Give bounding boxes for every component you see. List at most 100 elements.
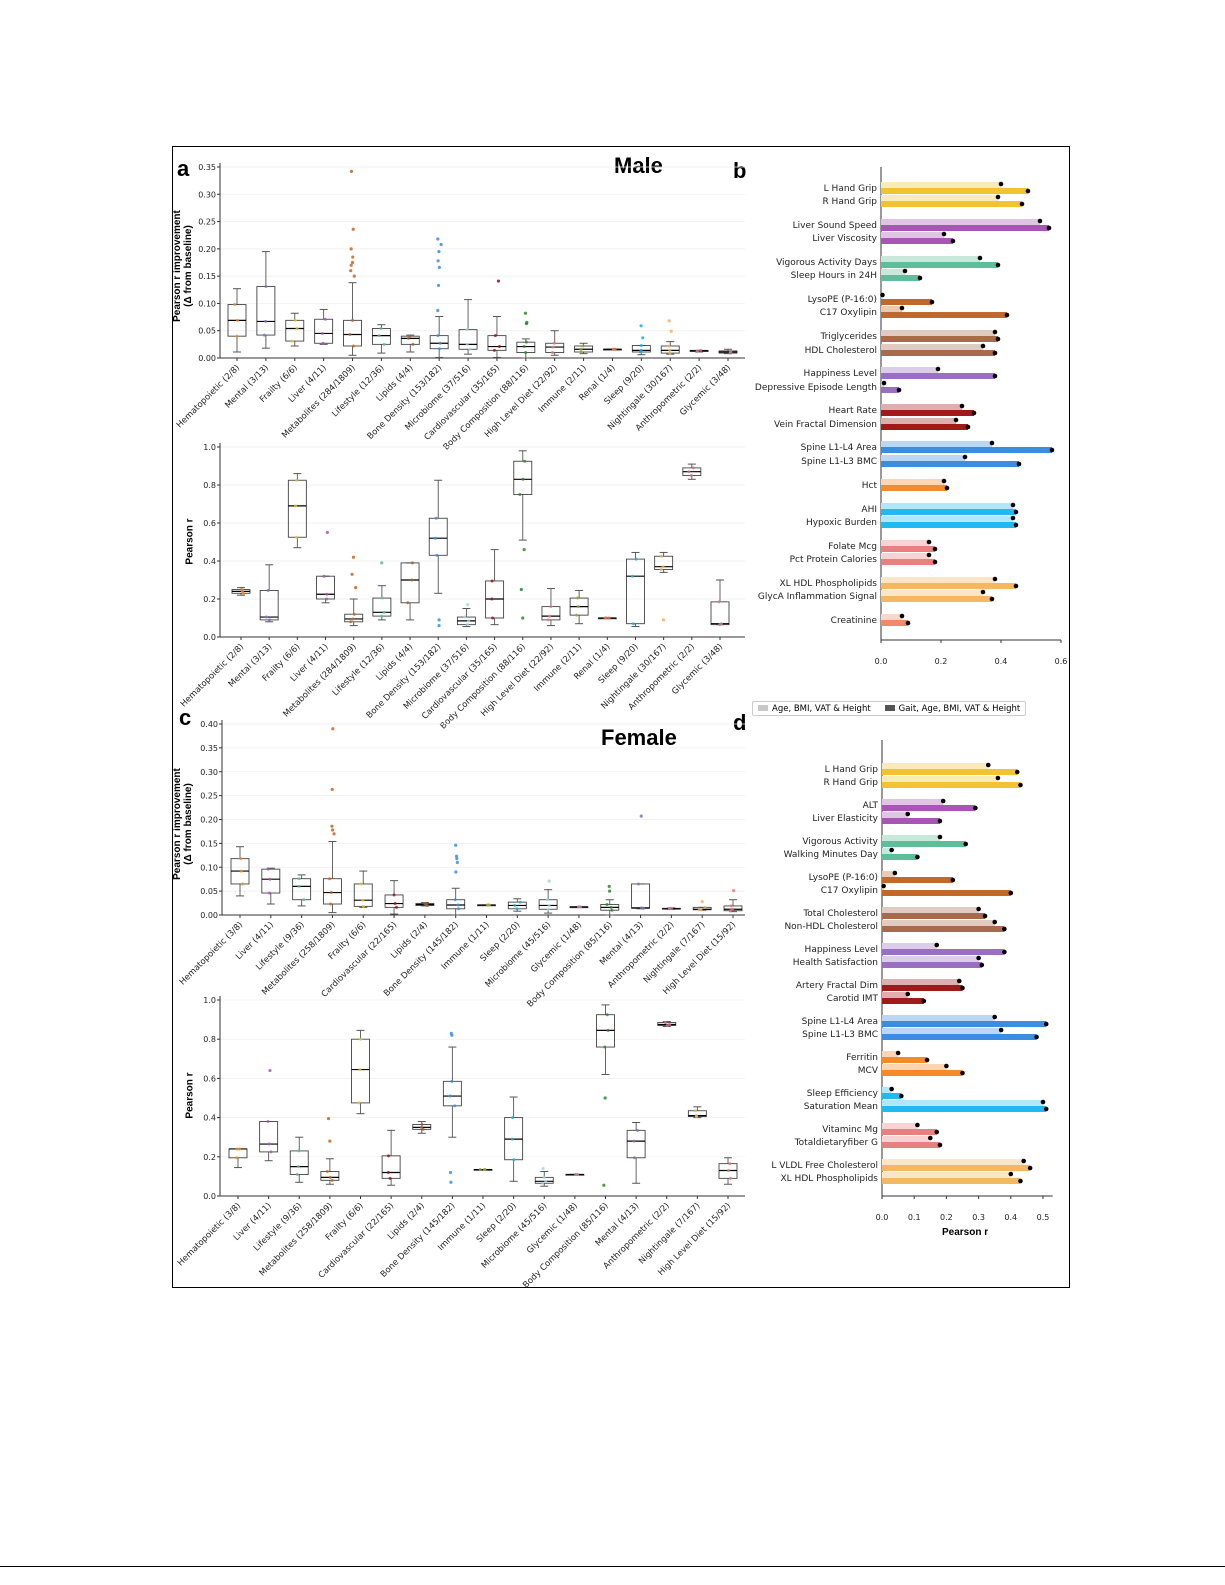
bar-gait bbox=[882, 854, 918, 860]
data-point bbox=[549, 605, 553, 609]
data-point bbox=[524, 351, 528, 355]
bar-gait bbox=[882, 949, 1005, 955]
category-count: (4/4) bbox=[394, 363, 415, 384]
bar-row: Depressive Episode Length bbox=[755, 380, 902, 393]
data-point bbox=[377, 334, 381, 338]
box bbox=[372, 597, 392, 617]
bar-gait bbox=[881, 225, 1049, 231]
bar-label: Walking Minutes Day bbox=[784, 850, 879, 860]
bar-point-gait bbox=[1016, 461, 1022, 467]
bar-point-baseline bbox=[915, 1122, 920, 1128]
outlier-point bbox=[350, 260, 355, 265]
bar-row: C17 Oxylipin bbox=[820, 305, 1010, 318]
bar-gait bbox=[882, 1142, 940, 1148]
y-tick-label: 0.20 bbox=[200, 816, 218, 825]
outlier-point bbox=[522, 548, 526, 552]
bar-row: Pct Protein Calories bbox=[790, 552, 938, 565]
bar-label: LysoPE (P-16:0) bbox=[808, 295, 877, 305]
category-name: Body Composition bbox=[521, 1229, 583, 1291]
data-point bbox=[420, 1122, 424, 1126]
data-point bbox=[717, 600, 721, 604]
panel-label-a: a bbox=[177, 156, 190, 181]
bar-point-gait bbox=[921, 998, 927, 1004]
data-point bbox=[523, 459, 527, 463]
bar-gait bbox=[881, 188, 1028, 194]
outlier-point bbox=[328, 1139, 332, 1143]
category-name: High Level Diet bbox=[483, 387, 536, 440]
y-tick-label: 0.00 bbox=[200, 911, 218, 920]
category-count: (4/13) bbox=[620, 920, 645, 945]
bar-point-baseline bbox=[992, 329, 998, 335]
bar-point-baseline bbox=[926, 552, 932, 558]
bar-point-gait bbox=[950, 877, 956, 883]
bar-point-baseline bbox=[977, 255, 983, 261]
bar-label: Spine L1-L3 BMC bbox=[802, 1030, 878, 1040]
category-count: (6/6) bbox=[278, 363, 299, 384]
outlier-point bbox=[603, 1096, 607, 1100]
bar-point-gait bbox=[1013, 522, 1019, 528]
panel-label-c: c bbox=[179, 705, 192, 730]
outlier-point bbox=[349, 263, 353, 267]
bar-point-baseline bbox=[935, 366, 941, 372]
x-tick-label: 0.6 bbox=[1055, 657, 1068, 666]
category-name: Anthropometric bbox=[627, 658, 681, 712]
bar-gait bbox=[882, 1165, 1031, 1171]
bar-baseline bbox=[881, 330, 995, 336]
bar-row: Vein Fractal Dimension bbox=[774, 417, 971, 430]
category-count: (4/11) bbox=[251, 920, 276, 945]
category-count: (1/11) bbox=[466, 920, 491, 945]
data-point bbox=[510, 1137, 514, 1141]
bar-baseline bbox=[881, 479, 944, 485]
bar-gait bbox=[882, 1106, 1047, 1112]
data-point bbox=[552, 341, 556, 345]
bar-label: Folate Mcg bbox=[828, 542, 877, 552]
bar-point-baseline bbox=[980, 343, 986, 349]
data-point bbox=[268, 877, 272, 881]
y-tick-label: 1.0 bbox=[203, 996, 216, 1005]
data-point bbox=[351, 318, 355, 322]
bar-label: C17 Oxylipin bbox=[821, 886, 878, 896]
box bbox=[428, 517, 448, 556]
legend-swatch-light bbox=[758, 705, 768, 711]
bar-gait bbox=[882, 1021, 1047, 1027]
y-tick-label: 0.05 bbox=[200, 887, 218, 896]
bar-gait bbox=[882, 877, 953, 883]
y-tick-label: 0.15 bbox=[198, 272, 216, 281]
data-point bbox=[515, 907, 519, 911]
bar-point-baseline bbox=[937, 834, 943, 840]
data-point bbox=[419, 1125, 423, 1129]
data-point bbox=[665, 1023, 669, 1027]
x-tick-label: 0.4 bbox=[1004, 1213, 1017, 1222]
bar-label: Carotid IMT bbox=[827, 994, 879, 1004]
bar-baseline bbox=[882, 979, 960, 985]
y-tick-label: 0.8 bbox=[203, 1035, 216, 1044]
data-point bbox=[361, 898, 365, 902]
data-point bbox=[294, 504, 298, 508]
outlier-point bbox=[437, 249, 441, 254]
legend-swatch-dark bbox=[884, 705, 895, 711]
category-count: (9/20) bbox=[615, 642, 640, 667]
data-point bbox=[411, 342, 415, 346]
bar-label: Liver Sound Speed bbox=[793, 221, 877, 231]
category-name: Immune bbox=[440, 940, 472, 972]
bar-point-gait bbox=[934, 1129, 940, 1135]
outlier-point bbox=[547, 879, 551, 883]
bar-point-baseline bbox=[995, 194, 1001, 200]
legend-item-baseline: Age, BMI, VAT & Height bbox=[758, 704, 871, 714]
bar-baseline bbox=[881, 577, 995, 583]
data-point bbox=[699, 348, 703, 352]
bar-baseline bbox=[882, 956, 979, 962]
data-point bbox=[436, 334, 440, 338]
data-point bbox=[386, 1154, 390, 1158]
outlier-point bbox=[602, 1183, 606, 1187]
category-name: Metabolites bbox=[280, 398, 322, 440]
title-male: Male bbox=[614, 153, 663, 178]
legend-label: Age, BMI, VAT & Height bbox=[772, 703, 871, 714]
outlier-point bbox=[454, 854, 459, 858]
outlier-point bbox=[437, 265, 441, 270]
data-point bbox=[478, 1168, 482, 1172]
x-tick-label: 0.1 bbox=[908, 1213, 921, 1222]
bar-label: Pct Protein Calories bbox=[790, 555, 878, 565]
outlier-point bbox=[639, 324, 643, 328]
